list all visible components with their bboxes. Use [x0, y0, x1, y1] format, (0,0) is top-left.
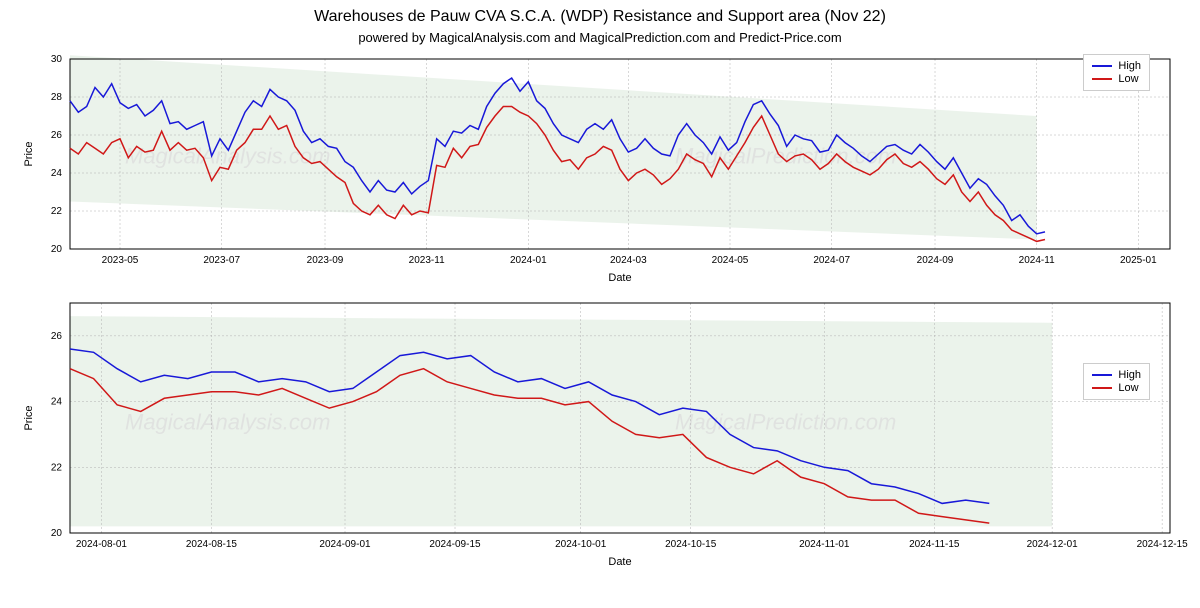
xlabel: Date	[608, 272, 631, 284]
xtick-label: 2024-08-01	[76, 539, 128, 550]
legend-item: Low	[1092, 382, 1141, 394]
legend-label: Low	[1118, 382, 1138, 394]
legend-label: Low	[1118, 73, 1138, 85]
ytick-label: 24	[51, 168, 63, 179]
legend-top: HighLow	[1083, 54, 1150, 91]
ytick-label: 26	[51, 130, 63, 141]
xtick-label: 2024-09	[917, 255, 954, 266]
watermark: MagicalAnalysis.com	[125, 144, 330, 169]
ylabel: Price	[23, 141, 35, 166]
legend-item: High	[1092, 369, 1141, 381]
xtick-label: 2024-01	[510, 255, 547, 266]
legend-label: High	[1118, 60, 1141, 72]
xtick-label: 2024-12-01	[1027, 539, 1079, 550]
xtick-label: 2024-11-01	[799, 539, 850, 550]
xtick-label: 2023-11	[409, 255, 445, 266]
xtick-label: 2024-03	[610, 255, 647, 266]
ytick-label: 30	[51, 54, 63, 65]
xtick-label: 2024-09-01	[319, 539, 371, 550]
chart-container: Warehouses de Pauw CVA S.C.A. (WDP) Resi…	[0, 8, 1200, 608]
ytick-label: 22	[51, 462, 63, 473]
xtick-label: 2024-10-01	[555, 539, 607, 550]
xtick-label: 2023-05	[102, 255, 139, 266]
legend-label: High	[1118, 369, 1141, 381]
chart-bottom-svg: MagicalAnalysis.comMagicalPrediction.com…	[10, 293, 1190, 583]
ytick-label: 20	[51, 244, 63, 255]
watermark: MagicalAnalysis.com	[125, 410, 330, 435]
ytick-label: 26	[51, 331, 63, 342]
xtick-label: 2024-07	[813, 255, 850, 266]
chart-top-panel: MagicalAnalysis.comMagicalPrediction.com…	[10, 49, 1190, 289]
chart-top-svg: MagicalAnalysis.comMagicalPrediction.com…	[10, 49, 1190, 289]
xtick-label: 2023-07	[203, 255, 240, 266]
xtick-label: 2023-09	[307, 255, 344, 266]
legend-swatch	[1092, 65, 1112, 67]
xtick-label: 2024-10-15	[665, 539, 717, 550]
ylabel: Price	[23, 405, 35, 430]
xtick-label: 2024-11	[1019, 255, 1055, 266]
xlabel: Date	[608, 556, 631, 568]
xtick-label: 2024-05	[712, 255, 749, 266]
xtick-label: 2024-09-15	[429, 539, 481, 550]
xtick-label: 2024-08-15	[186, 539, 238, 550]
ytick-label: 22	[51, 206, 63, 217]
legend-swatch	[1092, 374, 1112, 376]
chart-bottom-panel: MagicalAnalysis.comMagicalPrediction.com…	[10, 293, 1190, 583]
legend-bottom: HighLow	[1083, 363, 1150, 400]
xtick-label: 2025-01	[1120, 255, 1157, 266]
legend-swatch	[1092, 387, 1112, 389]
xtick-label: 2024-11-15	[909, 539, 960, 550]
legend-item: High	[1092, 60, 1141, 72]
legend-item: Low	[1092, 73, 1141, 85]
legend-swatch	[1092, 78, 1112, 80]
ytick-label: 28	[51, 92, 63, 103]
ytick-label: 20	[51, 528, 63, 539]
main-title: Warehouses de Pauw CVA S.C.A. (WDP) Resi…	[0, 8, 1200, 26]
ytick-label: 24	[51, 397, 63, 408]
subtitle: powered by MagicalAnalysis.com and Magic…	[0, 30, 1200, 45]
xtick-label: 2024-12-15	[1137, 539, 1189, 550]
